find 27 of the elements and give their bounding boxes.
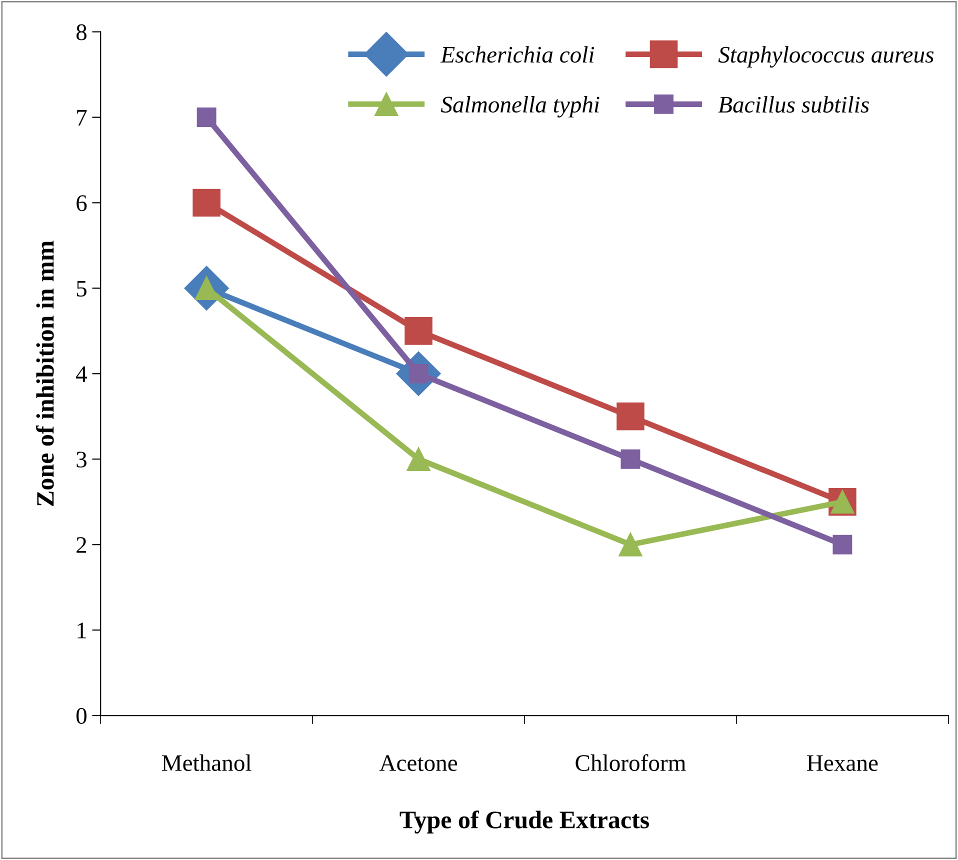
point	[406, 447, 430, 471]
legend-label: Staphylococcus aureus	[718, 46, 934, 68]
y-tick-label: 1	[78, 622, 86, 638]
y-tick-label: 6	[76, 195, 87, 212]
x-tick-label: Chloroform	[576, 754, 686, 772]
point	[620, 449, 640, 469]
y-tick-label: 8	[76, 24, 86, 40]
point	[196, 108, 216, 128]
x-tick-label: Acetone	[379, 755, 458, 772]
point	[192, 188, 220, 217]
point	[404, 317, 432, 345]
x-tick-label: Hexane	[807, 755, 878, 772]
legend-label: Salmonella typhi	[440, 96, 600, 118]
legend-label: Escherichia coli	[440, 46, 594, 63]
x-axis-title: Type of Crude Extracts	[400, 810, 649, 834]
x-tick-label: Methanol	[162, 754, 252, 772]
y-tick-label: 0	[76, 708, 86, 724]
point	[616, 402, 644, 430]
point	[832, 534, 852, 554]
y-tick-label: 2	[76, 537, 86, 553]
y-tick-label: 5	[76, 280, 86, 297]
y-axis-title: Zone of inhibition in mm	[36, 240, 54, 506]
legend-label: Bacillus subtilis	[718, 96, 869, 113]
y-tick-label: 7	[77, 110, 87, 126]
y-tick-label: 3	[76, 452, 86, 468]
point	[618, 532, 642, 556]
y-tick-label: 4	[76, 366, 88, 382]
